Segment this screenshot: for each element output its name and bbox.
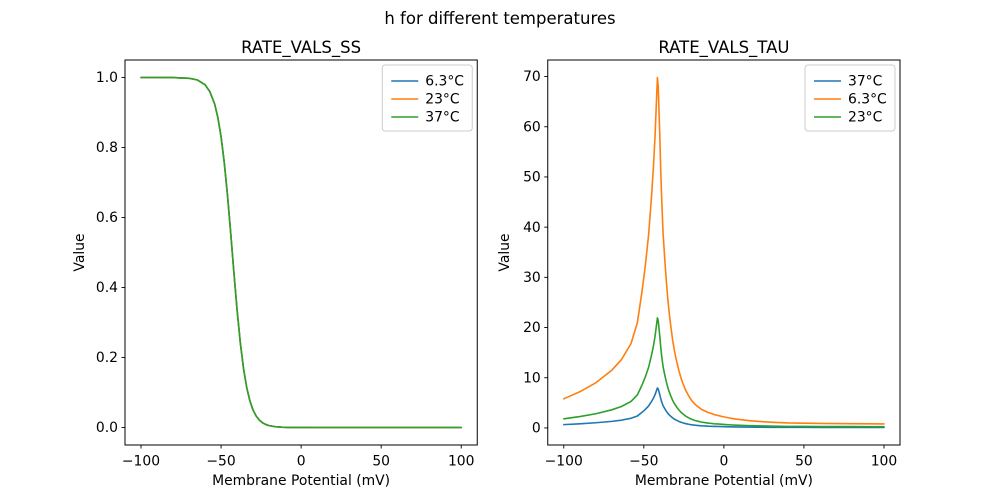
subplot-0: −100 −50 0 50 100 0.0 0.2 0.4 0.6 0.8 1.0 6.3°C 23°C… [96, 59, 478, 470]
x-tick-label: 0 [297, 454, 306, 470]
legend: 6.3°C 23°C 37°C [381, 64, 473, 132]
y-tick-label: 60 [523, 119, 541, 135]
legend-label: 37°C [848, 74, 882, 90]
legend-label: 37°C [425, 110, 459, 126]
series-line-37°C [562, 387, 885, 429]
y-tick-label: 1.0 [96, 70, 118, 86]
axes-frame [124, 59, 478, 446]
subplot-ss-ylabel: Value [72, 233, 88, 271]
y-tick-label: 0.2 [96, 350, 118, 366]
subplot-1: −100 −50 0 50 100 0 10 20 30 40 50 60 70 37°C 6.3°C 23°… [523, 59, 901, 470]
y-tick-label: 0.8 [96, 140, 118, 156]
figure-title: h for different temperatures [384, 9, 615, 28]
x-tick-label: −50 [206, 454, 235, 470]
legend-label: 23°C [425, 92, 459, 108]
subplot-ss-title: RATE_VALS_SS [241, 38, 361, 58]
y-tick-label: 30 [523, 270, 541, 286]
y-tick-label: 20 [523, 320, 541, 336]
legend: 37°C 6.3°C 23°C [804, 64, 896, 132]
legend-label: 6.3°C [425, 74, 464, 90]
x-tick-label: −100 [122, 454, 160, 470]
x-tick-label: −50 [629, 454, 658, 470]
x-tick-label: 50 [372, 454, 390, 470]
y-tick-label: 0.0 [96, 420, 118, 436]
y-tick-label: 0.4 [96, 280, 118, 296]
subplot-tau-title: RATE_VALS_TAU [658, 38, 789, 58]
y-tick-label: 10 [523, 370, 541, 386]
series-line-23°C [562, 317, 885, 428]
subplot-ss-xlabel: Membrane Potential (mV) [212, 473, 390, 489]
x-tick-label: 0 [719, 454, 728, 470]
y-tick-label: 70 [523, 69, 541, 85]
x-tick-label: 100 [448, 454, 475, 470]
subplot-tau-xlabel: Membrane Potential (mV) [635, 473, 813, 489]
x-tick-label: −100 [545, 454, 583, 470]
series-line-6.3°C [562, 76, 885, 425]
legend-label: 6.3°C [848, 92, 887, 108]
legend-label: 23°C [848, 110, 882, 126]
axes-frame [547, 59, 901, 446]
x-tick-label: 100 [871, 454, 898, 470]
subplot-tau-ylabel: Value [497, 233, 513, 271]
x-tick-label: 50 [795, 454, 813, 470]
y-tick-label: 50 [523, 170, 541, 186]
y-tick-label: 0 [532, 421, 541, 437]
y-tick-label: 40 [523, 220, 541, 236]
y-tick-label: 0.6 [96, 210, 118, 226]
series-line-37°C [140, 76, 463, 429]
